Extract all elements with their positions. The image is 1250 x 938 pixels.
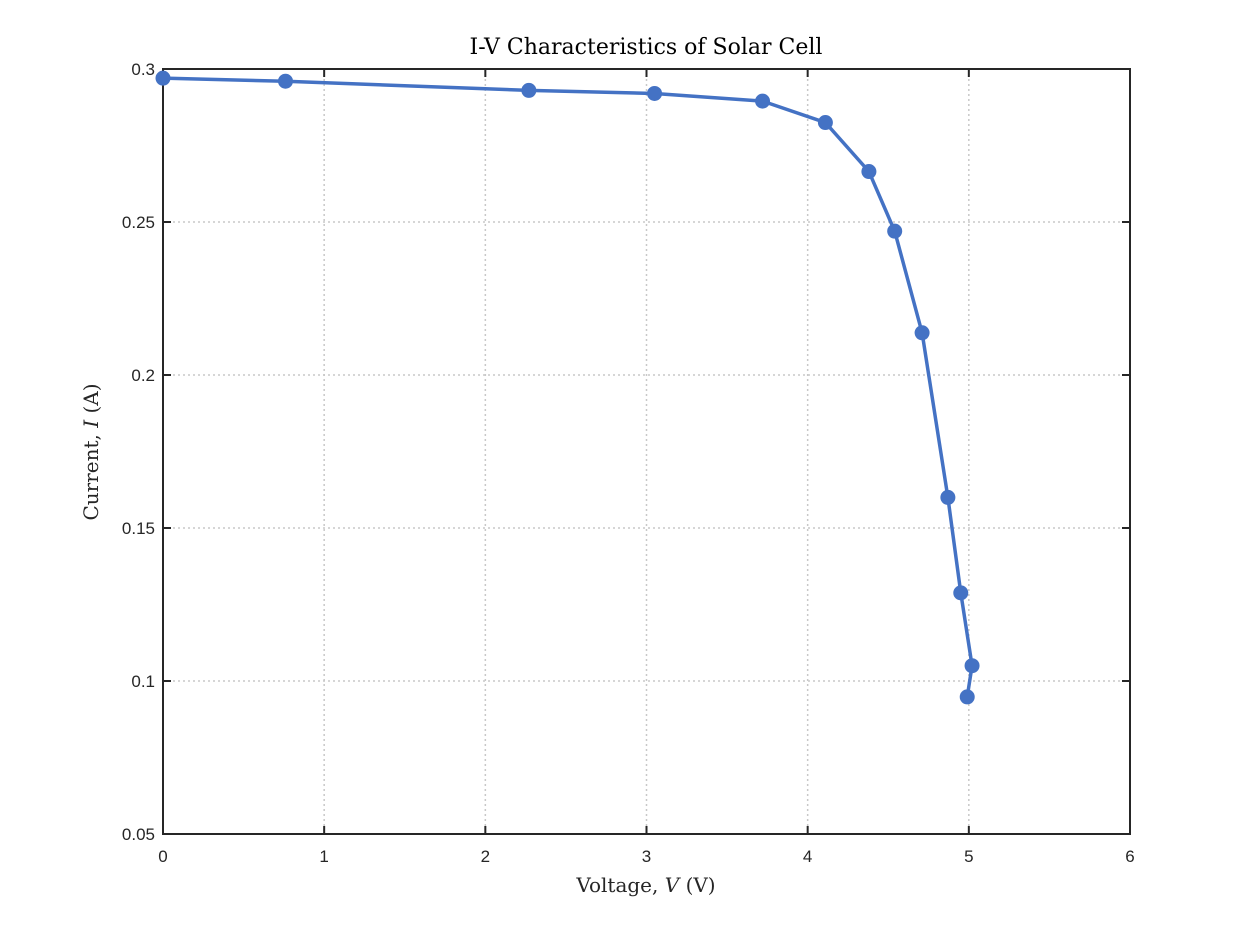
data-point	[277, 73, 293, 89]
x-tick-label: 1	[319, 847, 328, 866]
data-point	[887, 223, 903, 239]
y-axis-label-symbol: I	[79, 419, 103, 429]
data-point	[647, 85, 663, 101]
x-axis-label-symbol: V	[665, 873, 682, 897]
y-tick-label: 0.05	[122, 825, 155, 844]
data-point	[861, 164, 877, 180]
x-tick-label: 4	[803, 847, 812, 866]
data-point	[155, 70, 171, 86]
tick-labels: 0 1 2 3 4 5 6 0.05 0.1 0.15 0.2 0.25 0.3	[122, 60, 1135, 866]
data-point	[959, 689, 975, 705]
data-series	[155, 70, 980, 705]
y-tick-label: 0.2	[131, 366, 155, 385]
data-point	[964, 658, 980, 674]
x-tick-label: 0	[158, 847, 167, 866]
y-tick-label: 0.1	[131, 672, 155, 691]
x-axis-label: Voltage, V (V)	[575, 873, 715, 897]
x-tick-label: 6	[1125, 847, 1134, 866]
y-axis-label-unit: (A)	[79, 383, 103, 413]
data-point	[953, 585, 969, 601]
y-tick-label: 0.3	[131, 60, 155, 79]
x-tick-label: 2	[481, 847, 490, 866]
data-point	[521, 82, 537, 98]
chart-title: I-V Characteristics of Solar Cell	[470, 35, 823, 60]
x-tick-label: 5	[964, 847, 973, 866]
y-tick-label: 0.15	[122, 519, 155, 538]
data-point	[817, 115, 833, 131]
data-point	[914, 325, 930, 341]
tick-marks	[162, 68, 1131, 835]
data-point	[940, 489, 956, 505]
x-axis-label-prefix: Voltage,	[575, 873, 658, 897]
x-tick-label: 3	[642, 847, 651, 866]
x-axis-label-unit: (V)	[686, 873, 716, 897]
data-point	[755, 93, 771, 109]
y-tick-label: 0.25	[122, 213, 155, 232]
y-axis-label-prefix: Current,	[79, 434, 103, 520]
y-axis-label: Current, I (A)	[79, 383, 103, 520]
